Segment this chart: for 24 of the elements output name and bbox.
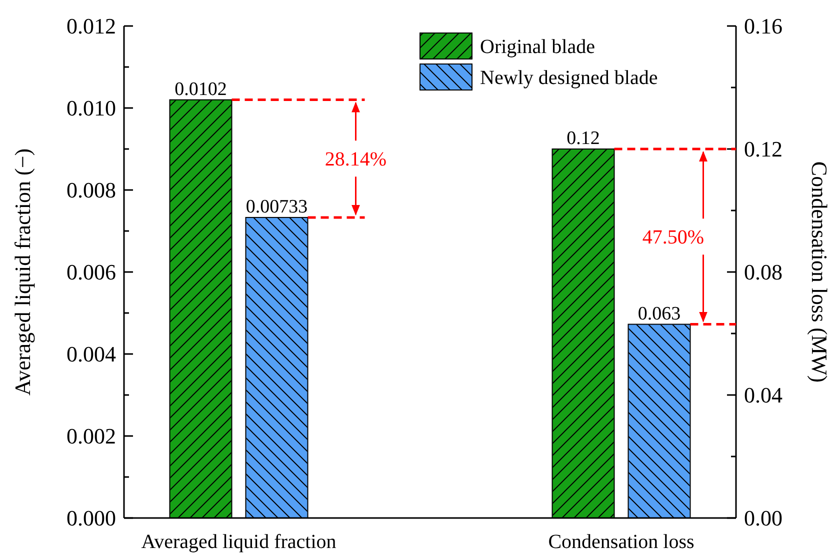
y2-axis-title: Condensation loss (MW): [807, 161, 830, 383]
annotation: 47.50%: [642, 226, 704, 249]
y-tick-label: 0.006: [66, 260, 116, 285]
data-label: 0.063: [638, 303, 681, 324]
y-tick-label: 0.000: [66, 506, 116, 531]
y2-tick-label: 0.16: [744, 14, 782, 39]
y-tick-label: 0.008: [66, 178, 116, 203]
y-tick-label: 0.012: [66, 14, 116, 39]
y-tick-label: 0.004: [66, 342, 116, 367]
y2-tick-label: 0.08: [744, 260, 782, 285]
legend-label: Original blade: [480, 36, 596, 58]
data-label: 0.12: [566, 128, 600, 149]
data-label: 0.00733: [246, 196, 308, 218]
y2-tick-label: 0.04: [744, 382, 782, 408]
x-tick-label: Condensation loss: [548, 531, 695, 553]
y2-tick-label: 0.12: [744, 136, 782, 162]
data-label: 0.0102: [174, 78, 227, 100]
y-tick-label: 0.002: [66, 424, 116, 449]
y2-tick-label: 0.00: [744, 506, 782, 531]
x-tick-label: Averaged liquid fraction: [141, 531, 336, 553]
y-axis-title: Averaged liquid fraction (−): [10, 148, 35, 396]
legend-label: Newly designed blade: [480, 67, 658, 89]
y-tick-label: 0.010: [66, 96, 116, 121]
annotation: 28.14%: [324, 148, 387, 171]
